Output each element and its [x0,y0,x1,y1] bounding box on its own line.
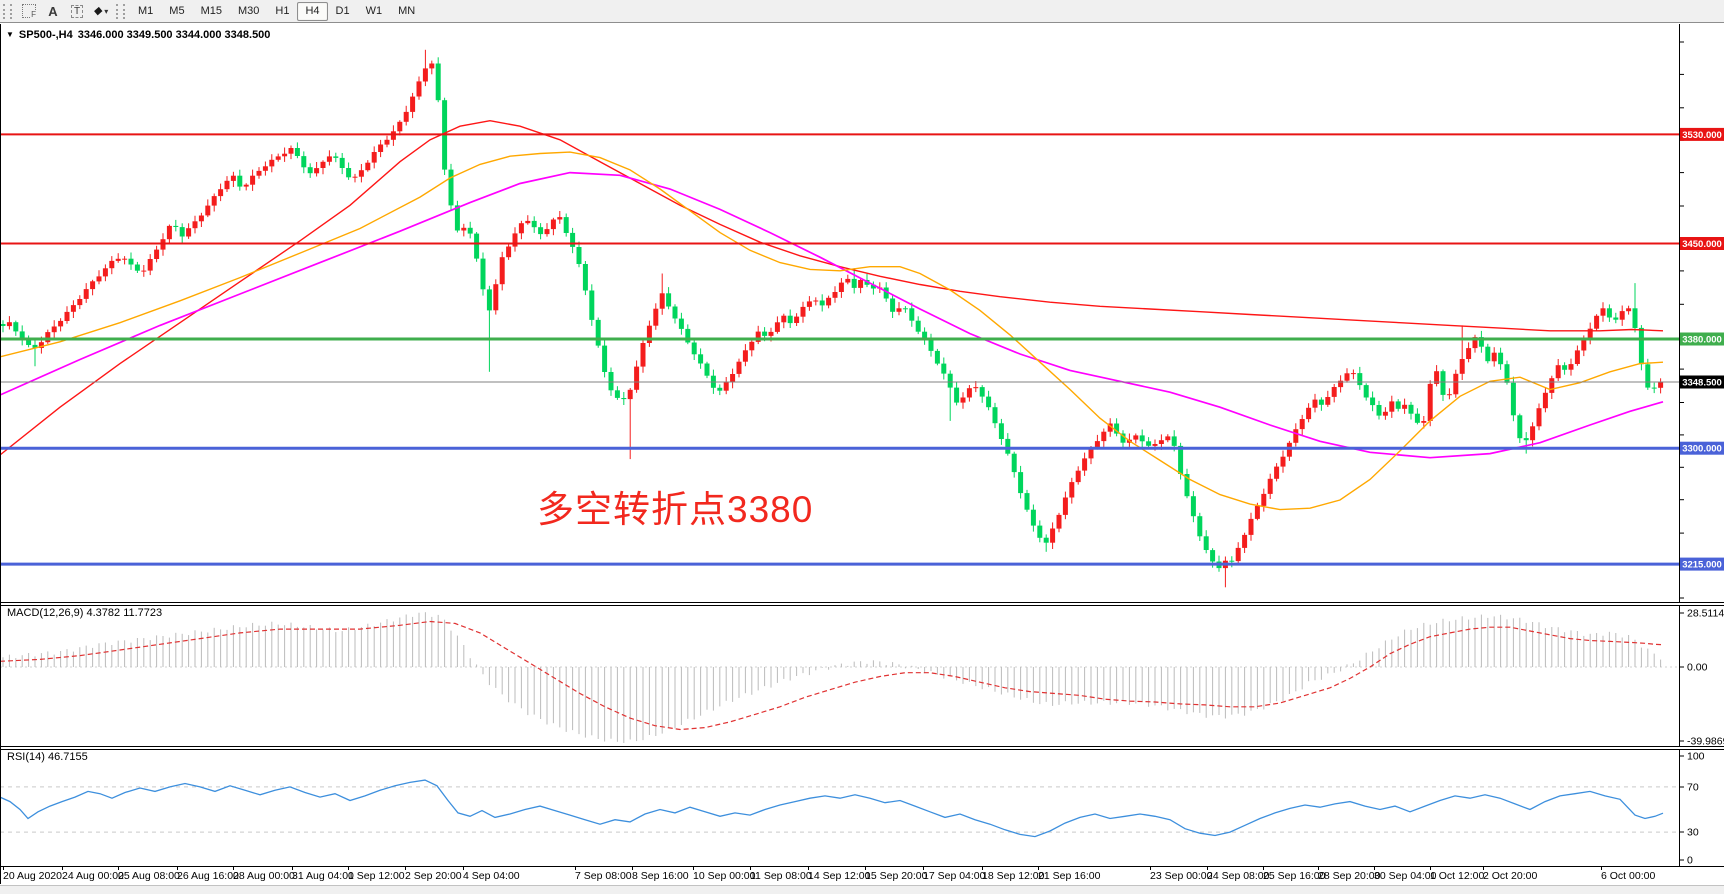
date-label: 28 Sep 20:00 [1318,870,1381,882]
macd-value-main: 4.3782 [86,607,121,619]
date-label: 24 Aug 00:00 [62,870,124,882]
rsi-line [0,779,1664,838]
price-tick-label: 100 [1687,751,1705,763]
macd-value-signal: 11.7723 [123,607,163,619]
date-label: 31 Aug 04:00 [292,870,354,882]
object-tools-group: F A T ◆ ▾ [17,0,113,22]
timeframe-button-m5[interactable]: M5 [161,2,192,21]
date-label: 17 Sep 04:00 [923,870,986,882]
shapes-icon: ◆ [92,4,104,17]
rsi-value: 46.7155 [47,751,88,763]
date-label: 2 Oct 20:00 [1483,870,1538,882]
symbol-dropdown-icon[interactable]: ▼ [6,30,14,39]
dotted-grid-icon: F [22,4,36,19]
price-badges: 3530.000 3450.000 3380.000 3300.000 3215.000… [1680,127,1724,571]
hlines-layer [0,133,1679,566]
price-badge [1680,557,1724,571]
window-bottom-edge [0,885,1724,894]
ma-layer [0,119,1664,456]
ma-fast-orange [0,151,1664,511]
timeframe-button-w1[interactable]: W1 [358,2,391,21]
date-label: 25 Sep 16:00 [1263,870,1326,882]
timeframe-button-m15[interactable]: M15 [193,2,230,21]
date-label: 15 Sep 20:00 [865,870,928,882]
shapes-tool-button[interactable]: ◆ ▾ [89,1,113,21]
macd-signal-line [0,620,1664,731]
date-label: 11 Sep 08:00 [750,870,812,882]
text-box-tool-button[interactable]: T [65,1,89,21]
symbol-title-bar: ▼ SP500-,H4 3346.000 3349.500 3344.000 3… [6,29,270,41]
date-label: 7 Sep 08:00 [575,870,632,882]
timeframe-button-h1[interactable]: H1 [267,2,297,21]
macd-label: MACD(12,26,9) 4.3782 11.7723 [7,607,162,619]
dotted-grid-tool-button[interactable]: F [17,1,41,21]
rsi-name: RSI(14) [7,751,45,763]
timeframe-button-m1[interactable]: M1 [130,2,161,21]
rsi-label: RSI(14) 46.7155 [7,751,88,763]
panel-borders [0,24,1724,884]
date-label: 10 Sep 00:00 [693,870,756,882]
price-tick-label: 0.00 [1687,662,1708,674]
date-label: 23 Sep 00:00 [1150,870,1213,882]
price-badge-label: 3450.000 [1682,239,1722,250]
price-badge-label: 3380.000 [1682,335,1722,346]
date-label: 26 Aug 16:00 [177,870,239,882]
price-badge [1680,127,1724,141]
text-label-tool-button[interactable]: A [41,1,65,21]
price-tick-label: 70 [1687,782,1699,794]
price-tick-label: 28.5114 [1687,608,1724,620]
ma-layer [0,151,1664,511]
price-tick-label: -39.9869 [1687,736,1724,748]
price-badge-label: 3215.000 [1682,560,1722,571]
toolbar-grip[interactable] [3,3,12,19]
ma-slow-red [0,119,1664,456]
timeframe-button-h4[interactable]: H4 [297,1,328,21]
date-label: 25 Aug 08:00 [118,870,180,882]
date-label: 30 Sep 04:00 [1374,870,1437,882]
timeframe-button-mn[interactable]: MN [390,2,423,21]
price-badge-label: 3348.500 [1682,378,1722,389]
price-badge [1680,441,1724,455]
price-badge-label: 3530.000 [1682,130,1722,141]
price-badge [1680,332,1724,346]
toolbar-grip-2[interactable] [116,3,125,19]
price-badge-label: 3300.000 [1682,444,1722,455]
text-box-icon: T [70,4,84,18]
date-label: 1 Oct 12:00 [1430,870,1485,882]
ma-mid-magenta [0,171,1664,459]
macd-name: MACD(12,26,9) [7,607,84,619]
date-label: 20 Aug 2020 [3,870,62,882]
date-label: 28 Aug 00:00 [233,870,295,882]
date-label: 6 Oct 00:00 [1601,870,1656,882]
symbol-name: SP500-,H4 [18,29,73,41]
price-badge [1680,375,1724,389]
letter-a-icon: A [48,3,58,19]
date-label: 24 Sep 08:00 [1207,870,1270,882]
dropdown-caret-icon: ▾ [104,6,109,16]
annotation-text: 多空转折点3380 [537,489,814,530]
date-label: 21 Sep 16:00 [1038,870,1101,882]
candles-layer [0,49,1664,588]
timeframe-button-m30[interactable]: M30 [230,2,267,21]
timeframe-toolbar: M1 M5 M15 M30 H1 H4 D1 W1 MN [130,0,423,22]
symbol-quotes: 3346.000 3349.500 3344.000 3348.500 [77,29,271,41]
price-tick-label: 30 [1687,827,1699,839]
macd-layer [0,612,1664,743]
date-label: 2 Sep 20:00 [405,870,462,882]
date-label: 4 Sep 04:00 [463,870,520,882]
date-label: 8 Sep 16:00 [632,870,689,882]
toolbar: F A T ◆ ▾ M1 M5 M15 M30 H1 H4 D1 W1 MN [0,0,1724,23]
timeframe-button-d1[interactable]: D1 [328,2,358,21]
ma-layer [0,171,1664,459]
date-label: 14 Sep 12:00 [808,870,871,882]
date-label: 18 Sep 12:00 [982,870,1045,882]
price-tick-label: 0 [1687,855,1693,867]
rsi-layer [0,779,1679,838]
date-label: 1 Sep 12:00 [348,870,405,882]
price-badge [1680,237,1724,250]
